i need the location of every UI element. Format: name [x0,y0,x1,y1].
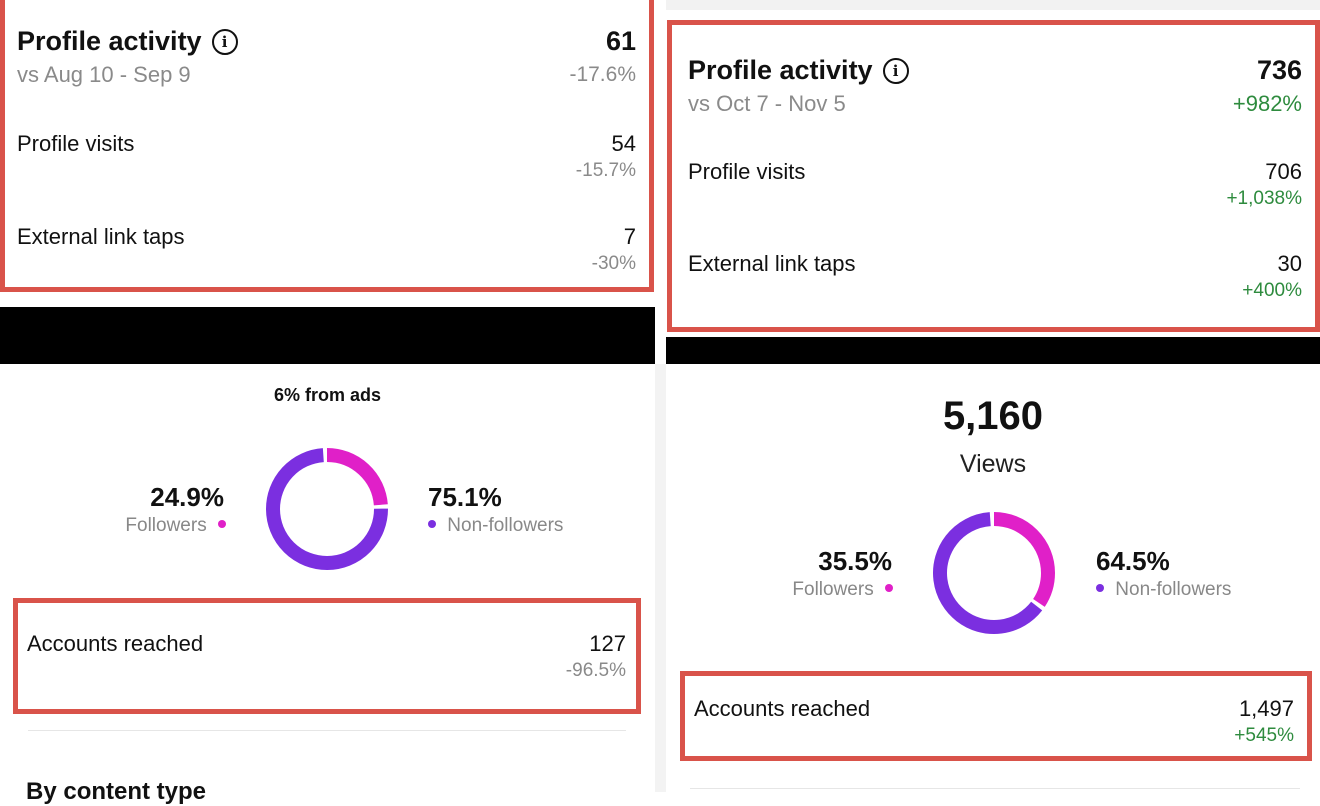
right-top-strip [666,0,1320,10]
left-accounts-reached-change: -96.5% [565,660,626,681]
right-profile-activity-title: Profile activity i [688,55,909,86]
left-accounts-reached-value: 127 [589,631,626,656]
left-profile-activity-highlight [0,0,654,292]
right-section-divider [690,788,1300,789]
nonfollowers-dot-icon [428,520,436,528]
followers-dot-icon [218,520,226,528]
left-followers-legend-text: Followers [125,515,207,536]
left-audience-donut [266,448,388,570]
right-profile-visits-label: Profile visits [688,159,806,184]
right-donut-followers-arc [933,512,1055,634]
right-accounts-reached-value: 1,497 [1238,696,1294,721]
left-profile-visits-label: Profile visits [17,131,135,156]
right-profile-activity-highlight [667,20,1320,332]
left-profile-visits-change: -15.7% [575,160,636,181]
right-external-link-taps-value: 30 [1277,251,1302,276]
left-section-divider [28,730,626,731]
left-nonfollowers-percent: 75.1% [428,482,502,512]
left-profile-activity-panel [0,0,655,305]
nonfollowers-dot-icon [1096,584,1104,592]
views-label: Views [959,450,1027,478]
right-comparison-period: vs Oct 7 - Nov 5 [688,91,846,116]
right-accounts-reached-highlight [680,671,1312,761]
left-profile-activity-title-text: Profile activity [17,26,202,56]
left-comparison-period: vs Aug 10 - Sep 9 [17,62,191,87]
left-nonfollowers-legend: Non-followers [428,515,563,537]
right-nonfollowers-legend-text: Non-followers [1115,579,1232,600]
right-profile-activity-total: 736 [1256,55,1302,85]
panel-separator [655,364,666,792]
left-profile-activity-total: 61 [605,26,636,56]
left-accounts-reached-highlight [13,598,641,714]
left-followers-percent: 24.9% [150,482,224,512]
right-nonfollowers-percent: 64.5% [1096,546,1170,576]
views-total: 5,160 [942,394,1044,438]
left-content-type-heading: By content type [26,778,207,805]
left-external-link-taps-value: 7 [623,224,636,249]
left-black-band [0,307,655,364]
left-external-link-taps-change: -30% [591,253,636,274]
left-accounts-reached-label: Accounts reached [27,631,204,656]
right-accounts-reached-label: Accounts reached [694,696,871,721]
left-external-link-taps-label: External link taps [17,224,185,249]
right-profile-visits-change: +1,038% [1226,188,1302,209]
info-circle-icon[interactable]: i [882,58,909,84]
right-profile-visits-value: 706 [1265,159,1302,184]
right-followers-legend-text: Followers [792,579,874,600]
right-donut-nonfollowers-arc [933,512,1055,634]
right-profile-activity-change: +982% [1232,91,1302,116]
right-external-link-taps-change: +400% [1242,280,1302,301]
left-nonfollowers-legend-text: Non-followers [447,515,564,536]
left-donut-followers-arc [266,448,388,570]
info-circle-icon[interactable]: i [211,29,238,55]
right-followers-percent: 35.5% [818,546,892,576]
right-followers-legend: Followers [792,579,893,601]
right-nonfollowers-legend: Non-followers [1096,579,1231,601]
right-audience-donut [933,512,1055,634]
panel-separator-top [655,0,666,364]
left-profile-visits-value: 54 [611,131,636,156]
right-profile-activity-title-text: Profile activity [688,55,873,85]
right-black-band [666,337,1320,364]
right-accounts-reached-change: +545% [1234,725,1294,746]
left-profile-activity-title: Profile activity i [17,26,238,57]
right-external-link-taps-label: External link taps [688,251,856,276]
followers-dot-icon [885,584,893,592]
left-followers-legend: Followers [125,515,226,537]
left-ads-note: 6% from ads [273,385,382,405]
left-profile-activity-change: -17.6% [569,63,636,86]
